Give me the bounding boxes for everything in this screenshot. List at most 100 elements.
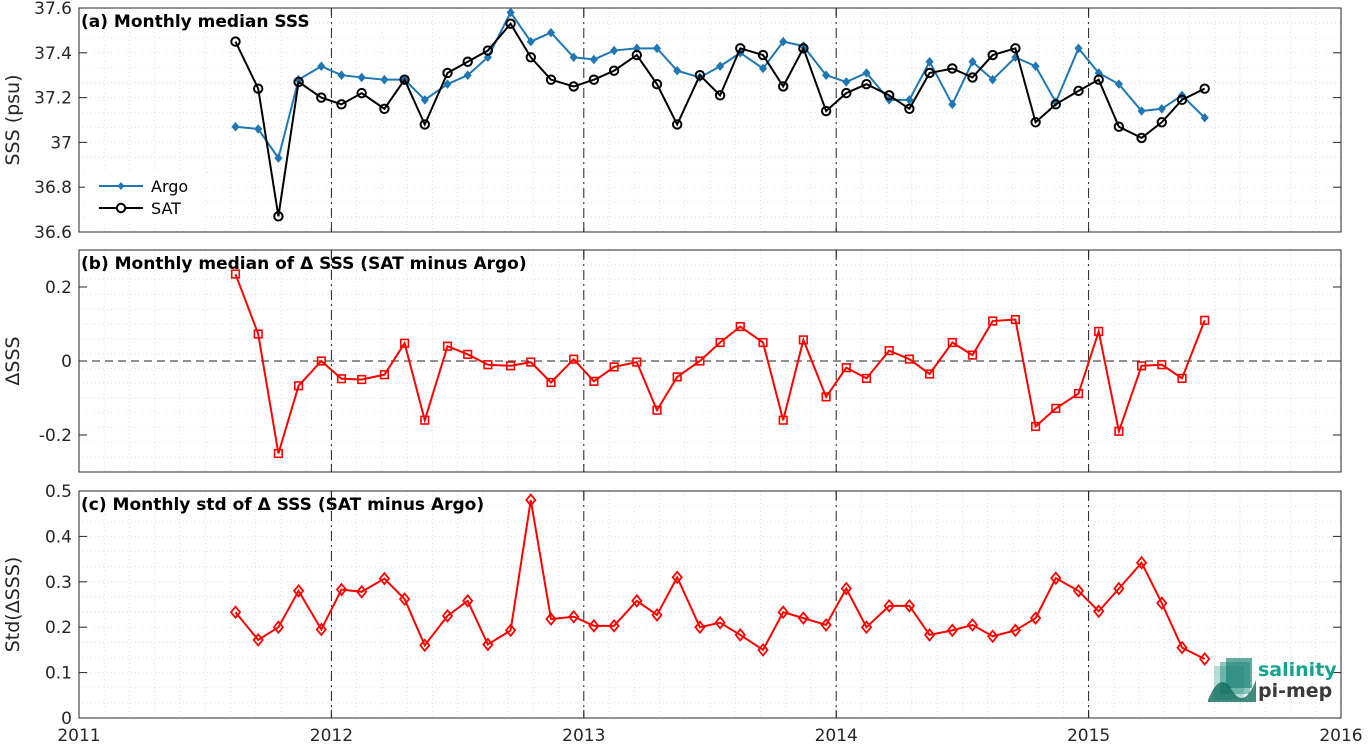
series-delta xyxy=(229,493,1211,666)
data-point xyxy=(589,376,599,386)
data-point xyxy=(441,608,454,623)
y-tick-label: 0.2 xyxy=(45,278,72,298)
data-point xyxy=(231,121,240,132)
x-tick-label: 2013 xyxy=(562,726,605,745)
data-point xyxy=(230,269,241,279)
data-point xyxy=(419,119,430,130)
data-point xyxy=(1010,43,1021,54)
data-point xyxy=(608,618,620,633)
data-point xyxy=(378,571,391,586)
data-point xyxy=(1177,373,1187,383)
series-line xyxy=(234,499,1206,660)
y-tick-label: 37.6 xyxy=(34,0,72,19)
data-point xyxy=(862,68,871,78)
data-point xyxy=(337,70,346,80)
data-point xyxy=(505,18,516,29)
data-point xyxy=(569,52,578,63)
axes-box xyxy=(78,490,1342,719)
data-point xyxy=(525,52,536,63)
data-point xyxy=(1113,581,1125,596)
data-point xyxy=(671,119,683,130)
data-point xyxy=(1137,361,1147,371)
logo-wave-icon xyxy=(1208,658,1256,702)
data-point xyxy=(1093,604,1105,619)
data-point xyxy=(777,605,789,620)
data-point xyxy=(463,70,472,80)
data-point xyxy=(1029,611,1042,626)
data-point xyxy=(273,448,283,459)
data-point xyxy=(568,81,579,92)
y-tick-label: 0.3 xyxy=(45,573,72,593)
data-point xyxy=(317,61,326,72)
data-point xyxy=(758,337,768,348)
data-point xyxy=(1050,571,1062,586)
data-point xyxy=(671,570,683,585)
data-point xyxy=(694,70,706,81)
data-point xyxy=(1030,117,1041,128)
data-point xyxy=(379,103,390,115)
data-point xyxy=(883,598,895,613)
data-point xyxy=(1176,94,1188,106)
data-point xyxy=(735,321,745,332)
data-point xyxy=(1094,326,1104,337)
data-point xyxy=(947,337,957,348)
data-point xyxy=(734,627,746,642)
data-point xyxy=(694,620,706,635)
y-tick-label: 37.4 xyxy=(34,44,72,64)
data-point xyxy=(1200,112,1209,123)
data-point xyxy=(673,65,682,76)
data-point xyxy=(652,43,662,54)
data-point xyxy=(884,90,895,101)
data-point xyxy=(335,582,348,597)
data-point xyxy=(254,124,263,134)
data-point xyxy=(253,329,263,339)
data-point xyxy=(947,63,958,74)
data-point xyxy=(229,605,242,620)
y-tick-label: 0 xyxy=(61,709,72,729)
data-point xyxy=(525,493,537,508)
data-point xyxy=(651,78,663,90)
x-tick-label: 2011 xyxy=(57,726,100,745)
data-point xyxy=(462,593,474,608)
data-point xyxy=(714,615,726,630)
data-point xyxy=(1176,640,1188,655)
data-point xyxy=(379,370,390,380)
y-tick-label: 0.4 xyxy=(45,527,72,547)
logo-line1: salinity xyxy=(1258,659,1337,681)
data-point xyxy=(948,99,957,110)
data-point xyxy=(987,49,998,61)
x-tick-label: 2015 xyxy=(1067,726,1110,745)
data-point xyxy=(420,95,429,105)
data-point xyxy=(1031,61,1040,72)
data-point xyxy=(798,335,808,345)
data-point xyxy=(380,74,389,85)
data-point xyxy=(1072,583,1085,598)
data-point xyxy=(357,374,367,385)
y-axis-label: SSS (psu) xyxy=(2,74,24,165)
data-point xyxy=(1136,132,1147,144)
data-point xyxy=(588,74,600,85)
y-tick-label: -0.2 xyxy=(39,426,72,446)
x-tick-label: 2016 xyxy=(1319,726,1362,745)
data-point xyxy=(672,372,682,382)
data-point xyxy=(1114,426,1124,436)
data-point xyxy=(904,103,915,115)
data-point xyxy=(1114,79,1123,89)
data-point xyxy=(925,56,934,67)
data-point xyxy=(1073,388,1084,399)
legend: Argo SAT xyxy=(85,170,205,222)
data-point xyxy=(988,74,997,85)
data-point xyxy=(695,356,705,366)
data-point xyxy=(840,581,852,596)
data-point xyxy=(924,67,935,79)
legend-box xyxy=(85,170,205,222)
data-point xyxy=(419,638,431,653)
data-point xyxy=(336,99,347,110)
panel-1: 36.6 36.8 37 37.2 37.4 37.6 SSS (psu) (a) Month… xyxy=(2,0,1342,243)
data-point xyxy=(252,632,264,647)
data-point xyxy=(1199,83,1210,94)
data-point xyxy=(315,622,327,637)
data-point xyxy=(841,363,851,373)
data-point xyxy=(274,153,283,163)
data-point xyxy=(609,362,619,372)
